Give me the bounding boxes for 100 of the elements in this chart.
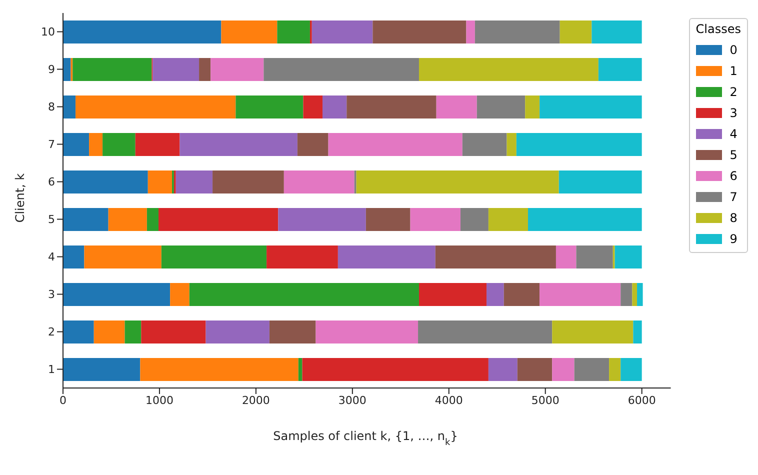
- y-tick-label: 4: [48, 250, 55, 264]
- bar: [322, 96, 347, 118]
- bar: [221, 20, 278, 44]
- bar: [63, 358, 140, 381]
- bar: [63, 170, 148, 194]
- bar: [63, 208, 108, 231]
- legend-label: 0: [730, 42, 738, 56]
- bar: [620, 358, 642, 381]
- legend-title: Classes: [696, 22, 741, 36]
- y-tick-label: 8: [48, 100, 55, 114]
- bar: [435, 246, 556, 268]
- bar: [540, 96, 642, 118]
- bar: [620, 283, 632, 306]
- bar: [418, 320, 552, 344]
- bar: [63, 320, 94, 344]
- bar: [176, 170, 213, 194]
- bar: [302, 358, 488, 381]
- y-tick-label: 9: [48, 63, 55, 76]
- y-axis-title: Client, k: [13, 173, 27, 223]
- x-tick-label: 6000: [628, 394, 656, 407]
- bar: [284, 170, 354, 194]
- bar: [506, 133, 516, 156]
- bar: [206, 320, 270, 344]
- x-axis-title: Samples of client k, {1, …, n$_{k}$}: [273, 429, 458, 448]
- bar: [76, 96, 236, 118]
- bar: [89, 133, 103, 156]
- x-tick-label: 4000: [434, 394, 463, 407]
- bar: [356, 170, 559, 194]
- y-tick-label: 1: [48, 363, 55, 376]
- bar: [316, 320, 418, 344]
- bar: [410, 208, 460, 231]
- bar: [108, 208, 147, 231]
- x-tick-label: 1000: [145, 394, 174, 407]
- legend-label: 9: [730, 232, 738, 246]
- legend-label: 2: [730, 84, 738, 98]
- bar: [598, 58, 642, 81]
- y-tick-label: 7: [48, 138, 55, 152]
- bar: [152, 58, 200, 81]
- y-tick-label: 2: [48, 326, 55, 339]
- bar: [462, 133, 507, 156]
- y-tick-label: 3: [48, 288, 55, 302]
- bar: [63, 20, 222, 44]
- bar: [298, 358, 302, 381]
- bar: [436, 96, 477, 118]
- bar: [180, 133, 298, 156]
- bar: [303, 96, 323, 118]
- bar: [517, 358, 552, 381]
- bar: [614, 246, 642, 268]
- x-tick-label: 2000: [242, 394, 270, 407]
- bar: [525, 96, 540, 118]
- bar: [476, 96, 526, 118]
- bar: [328, 133, 462, 156]
- y-tick-label: 5: [48, 213, 55, 226]
- bar: [146, 208, 159, 231]
- bar: [236, 96, 304, 118]
- bar: [632, 283, 638, 306]
- bar: [488, 358, 518, 381]
- bar: [158, 208, 278, 231]
- bar: [161, 246, 267, 268]
- bar: [556, 246, 576, 268]
- bar: [346, 96, 436, 118]
- bar: [170, 283, 190, 306]
- bar: [278, 208, 366, 231]
- bar: [366, 208, 410, 231]
- legend-label: 3: [730, 106, 738, 120]
- bar: [277, 20, 310, 44]
- bar: [486, 283, 504, 306]
- legend-label: 8: [730, 210, 738, 224]
- legend-label: 5: [730, 148, 738, 162]
- x-tick-label: 3000: [338, 394, 366, 407]
- bar: [199, 58, 211, 81]
- bar: [504, 283, 540, 306]
- legend-label: 1: [730, 64, 738, 78]
- y-tick-label: 10: [41, 26, 55, 39]
- bar: [460, 208, 488, 231]
- bar: [418, 283, 487, 306]
- bar: [63, 246, 84, 268]
- bar: [560, 20, 592, 44]
- bar: [609, 358, 621, 381]
- bar: [72, 58, 152, 81]
- bar: [141, 320, 206, 344]
- bar: [576, 246, 613, 268]
- bar: [210, 58, 264, 81]
- bar: [148, 170, 172, 194]
- bar: [63, 96, 76, 118]
- bar: [312, 20, 373, 44]
- bar: [140, 358, 298, 381]
- x-tick-label: 0: [60, 394, 66, 407]
- legend-label: 7: [730, 190, 738, 204]
- bar: [63, 58, 71, 81]
- bar: [84, 246, 162, 268]
- bar: [94, 320, 125, 344]
- bar: [488, 208, 528, 231]
- bar: [266, 246, 338, 268]
- bar: [189, 283, 419, 306]
- bar: [212, 170, 284, 194]
- bar: [540, 283, 621, 306]
- bar: [102, 133, 136, 156]
- bar: [124, 320, 142, 344]
- bar: [552, 358, 574, 381]
